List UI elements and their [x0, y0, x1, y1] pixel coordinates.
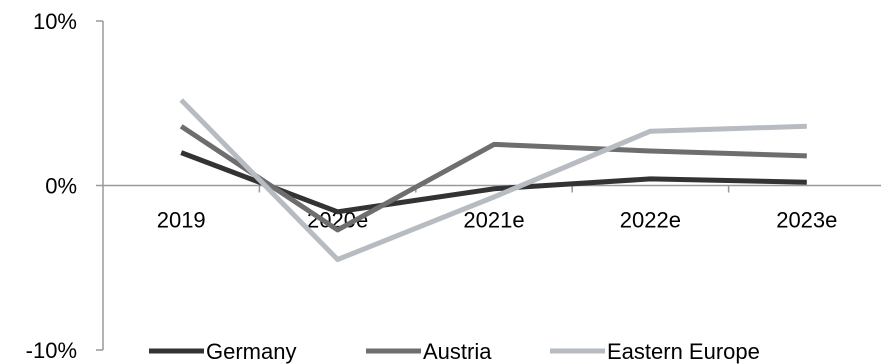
y-tick-label: 10% [33, 9, 77, 34]
x-tick-label: 2023e [776, 208, 837, 233]
legend-label: Eastern Europe [607, 339, 760, 364]
legend-label: Germany [206, 339, 296, 364]
x-tick-label: 2021e [463, 208, 524, 233]
y-tick-label: 0% [45, 174, 77, 199]
series-line-germany [180, 150, 807, 215]
legend-label: Austria [423, 339, 492, 364]
legend: Germany Austria Eastern Europe [149, 339, 760, 364]
x-tick-label: 2022e [620, 208, 681, 233]
series-line-eastern-europe [179, 98, 807, 262]
axes: 10%0%-10% 2019 2020e 2021e 2022e 2023e [26, 9, 881, 363]
series-line-austria [179, 124, 807, 233]
y-axis-ticks: 10% 0% -10% [26, 9, 103, 363]
x-tick-label: 2019 [157, 208, 206, 233]
x-axis-ticks: 2019 2020e 2021e 2022e 2023e [157, 185, 837, 233]
y-tick-label: -10% [26, 338, 77, 363]
series-lines [179, 98, 807, 262]
